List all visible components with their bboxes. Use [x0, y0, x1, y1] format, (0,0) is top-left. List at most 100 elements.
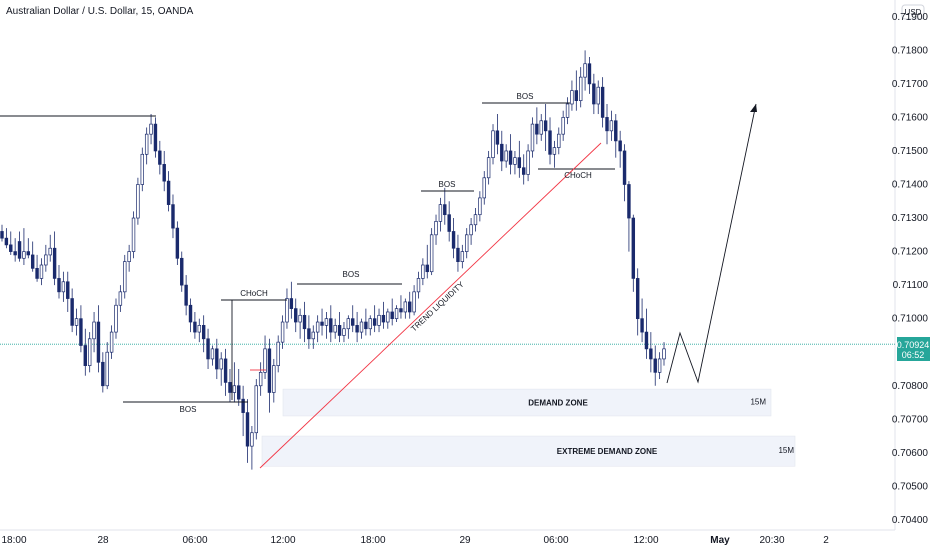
projection-path[interactable]	[666, 103, 757, 384]
candle[interactable]	[657, 352, 662, 380]
candle[interactable]	[412, 285, 416, 316]
candle[interactable]	[171, 194, 175, 239]
candle[interactable]	[473, 207, 478, 232]
candle[interactable]	[504, 144, 508, 168]
candle[interactable]	[495, 114, 500, 155]
candle[interactable]	[101, 352, 105, 393]
candle[interactable]	[662, 342, 666, 366]
candle[interactable]	[557, 127, 561, 155]
candle[interactable]	[210, 345, 215, 366]
candle[interactable]	[381, 301, 386, 329]
candle[interactable]	[232, 362, 237, 403]
candle[interactable]	[315, 315, 320, 343]
candle[interactable]	[377, 308, 381, 333]
candle[interactable]	[486, 150, 491, 185]
candle[interactable]	[109, 325, 114, 359]
candle[interactable]	[206, 328, 210, 369]
candle[interactable]	[35, 254, 39, 282]
candle[interactable]	[526, 144, 530, 182]
candle[interactable]	[140, 147, 145, 192]
candle[interactable]	[307, 315, 311, 349]
candle[interactable]	[513, 150, 517, 175]
candle[interactable]	[530, 117, 535, 158]
candle[interactable]	[118, 285, 123, 312]
candle[interactable]	[364, 308, 368, 336]
candle[interactable]	[92, 311, 96, 353]
candle[interactable]	[425, 244, 429, 279]
candle[interactable]	[87, 332, 92, 373]
candle[interactable]	[298, 308, 302, 339]
candle[interactable]	[267, 338, 272, 413]
candle[interactable]	[70, 288, 74, 333]
candle[interactable]	[408, 291, 412, 319]
candle[interactable]	[456, 234, 460, 272]
candle[interactable]	[614, 114, 618, 158]
candle[interactable]	[491, 124, 495, 165]
candle[interactable]	[30, 241, 35, 272]
candle[interactable]	[535, 107, 539, 145]
structure-annotations[interactable]	[0, 102, 615, 403]
candle[interactable]	[460, 244, 465, 269]
candle[interactable]	[561, 110, 565, 141]
candle[interactable]	[587, 57, 592, 94]
candle[interactable]	[438, 197, 443, 232]
candle[interactable]	[13, 238, 17, 262]
candle[interactable]	[443, 187, 447, 225]
candle[interactable]	[627, 181, 631, 252]
candle[interactable]	[368, 315, 372, 336]
candle[interactable]	[215, 338, 219, 380]
candle[interactable]	[311, 325, 315, 349]
candle[interactable]	[0, 224, 4, 242]
candle[interactable]	[592, 73, 596, 115]
candle[interactable]	[372, 305, 377, 333]
candle[interactable]	[631, 214, 636, 292]
demand-zone[interactable]: DEMAND ZONE 15M	[282, 388, 772, 417]
candle[interactable]	[447, 201, 451, 242]
candle[interactable]	[188, 298, 193, 333]
candle[interactable]	[158, 140, 162, 175]
candle[interactable]	[114, 298, 118, 339]
candle[interactable]	[635, 268, 640, 336]
candle[interactable]	[241, 385, 245, 437]
candle[interactable]	[144, 127, 149, 165]
candle[interactable]	[521, 154, 526, 185]
candle[interactable]	[127, 244, 131, 272]
trend-liquidity-line[interactable]	[259, 142, 602, 469]
candle[interactable]	[237, 368, 241, 406]
candle[interactable]	[193, 311, 197, 339]
currency-selector[interactable]: USD	[901, 4, 925, 20]
candle[interactable]	[578, 67, 583, 108]
candle[interactable]	[508, 134, 513, 175]
candle[interactable]	[79, 305, 83, 353]
candle[interactable]	[254, 379, 258, 440]
candle[interactable]	[451, 218, 456, 259]
candle[interactable]	[9, 231, 13, 255]
candle[interactable]	[44, 244, 48, 272]
candle[interactable]	[640, 298, 644, 343]
candle[interactable]	[201, 315, 206, 353]
candle[interactable]	[539, 114, 543, 141]
candle[interactable]	[61, 271, 66, 302]
candle[interactable]	[421, 258, 425, 286]
candle[interactable]	[280, 315, 285, 349]
candle[interactable]	[552, 140, 557, 168]
candle[interactable]	[39, 258, 44, 286]
candle[interactable]	[399, 295, 403, 319]
demand-zone-box[interactable]	[282, 388, 772, 417]
candle[interactable]	[166, 171, 171, 212]
candle[interactable]	[228, 368, 232, 403]
candle[interactable]	[219, 352, 223, 386]
candle[interactable]	[543, 103, 548, 151]
candle[interactable]	[618, 130, 622, 168]
candle[interactable]	[574, 70, 579, 111]
candle[interactable]	[162, 150, 166, 192]
candle[interactable]	[294, 298, 298, 333]
candle[interactable]	[333, 318, 337, 339]
candle[interactable]	[320, 308, 324, 336]
candle[interactable]	[434, 214, 438, 245]
candle[interactable]	[644, 308, 649, 359]
currency-box[interactable]	[901, 4, 925, 20]
candle[interactable]	[302, 301, 307, 343]
candle[interactable]	[478, 191, 482, 222]
